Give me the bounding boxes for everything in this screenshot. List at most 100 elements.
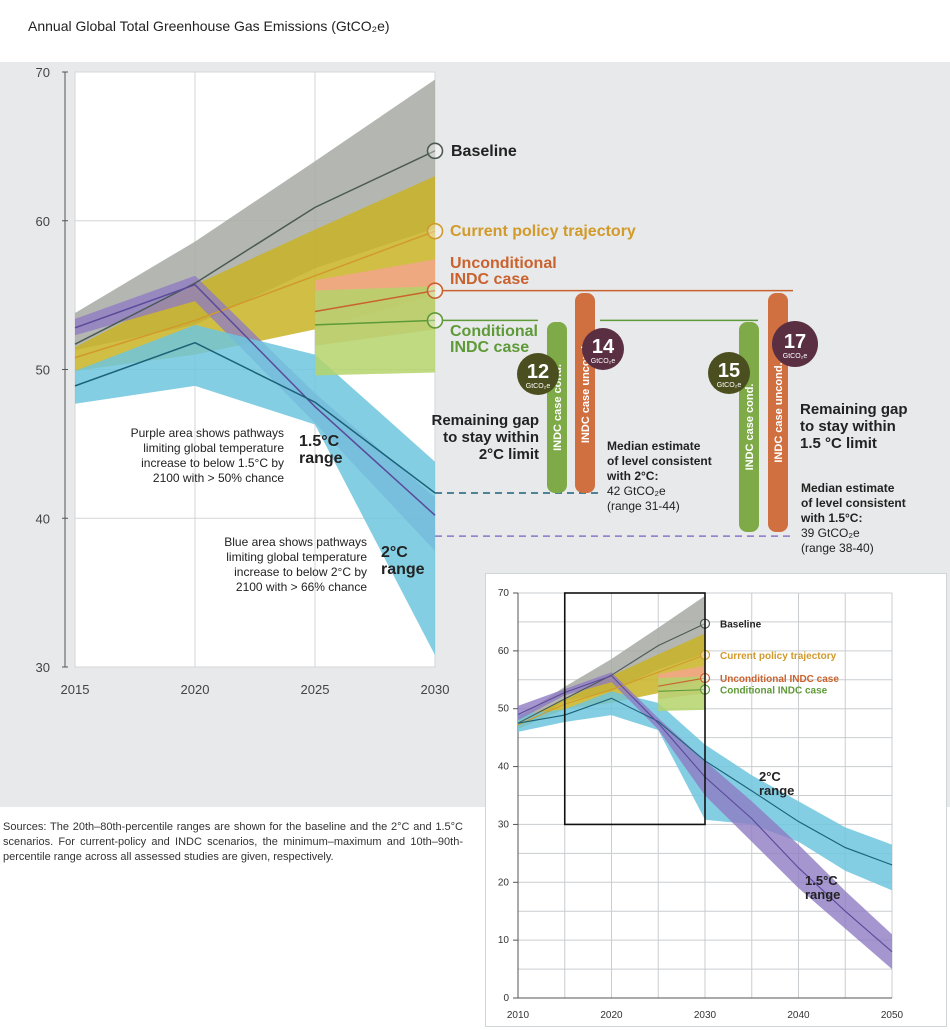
gap-2c-cond-bubble-unit: GtCO₂e [526, 383, 551, 390]
baseline-label: Baseline [451, 143, 517, 160]
inset-y-tick-label-10: 10 [498, 935, 510, 946]
current-policy-label: Current policy trajectory [450, 223, 636, 240]
median-1p5c-text-1: of level consistent [801, 496, 906, 510]
inset-current-policy-label: Current policy trajectory [720, 651, 837, 662]
inset-y-tick-label-20: 20 [498, 877, 510, 888]
inset-x-tick-label-2020: 2020 [600, 1010, 623, 1021]
blue-range-label-1: range [381, 561, 425, 578]
blue-area-note-2: increase to below 2°C by [234, 565, 367, 579]
gap-2c-cond-bubble-value: 12 [527, 361, 549, 383]
gap-1p5c-uncond-bubble [772, 321, 818, 367]
baseline-band [75, 79, 435, 351]
blue-area-note-1: limiting global temperature [226, 550, 367, 564]
median-1p5c-value: 39 GtCO₂e [801, 526, 860, 540]
gap-1p5c-label-0: Remaining gap [800, 401, 908, 418]
inset-current-policy-line [517, 654, 706, 726]
inset-x-tick-label-2010: 2010 [507, 1010, 530, 1021]
gap-1p5c-cond-bar-label: INDC case cond. [744, 384, 756, 471]
purple-area-note-3: 2100 with > 50% chance [153, 471, 284, 485]
purple-range-label-0: 1.5°C [299, 433, 340, 450]
inset-x-tick-label-2030: 2030 [694, 1010, 717, 1021]
gap-2c-label-0: Remaining gap [431, 412, 539, 429]
chart-title: Annual Global Total Greenhouse Gas Emiss… [28, 18, 390, 34]
unconditional-label-0: Unconditional [450, 255, 557, 272]
median-2c-text-1: of level consistent [607, 454, 712, 468]
inset-unconditional-indc-line [658, 677, 706, 687]
conditional-label-0: Conditional [450, 323, 538, 340]
inset-y-tick-label-60: 60 [498, 646, 510, 657]
purple-range-label-1: range [299, 450, 343, 467]
range-2c-band [75, 324, 435, 656]
conditional-indc-line [314, 319, 436, 326]
gap-2c-cond-bubble [517, 353, 559, 395]
current-policy-band [75, 176, 435, 371]
gap-2c-label-2: 2°C limit [479, 446, 539, 463]
gap-1p5c-uncond-bubble-value: 17 [784, 331, 806, 353]
blue-area-note-0: Blue area shows pathways [224, 535, 367, 549]
median-2c-text-0: Median estimate [607, 439, 701, 453]
inset-y-tick-label-70: 70 [498, 588, 510, 599]
inset-chart: 2010 2020 2030 2040 2050010203040506070Basel… [498, 588, 904, 1021]
unconditional-indc-end-marker [426, 282, 444, 299]
inset-y-tick-label-40: 40 [498, 762, 510, 773]
inset-baseline-label: Baseline [720, 620, 762, 631]
conditional-indc-end-marker [426, 312, 444, 329]
y-tick-label-30: 30 [36, 660, 50, 675]
gap-2c-uncond-bubble-value: 14 [592, 336, 615, 358]
current-policy-line [74, 230, 436, 359]
inset-x-tick-label-2040: 2040 [787, 1010, 810, 1021]
gap-1p5c-cond-bubble [708, 352, 750, 394]
x-tick-label-2030: 2030 [421, 682, 450, 697]
gap-2c-uncond-bar-label: INDC case uncond. [580, 343, 592, 443]
baseline-end-marker [426, 142, 444, 160]
inset-x-tick-label-2050: 2050 [881, 1010, 904, 1021]
inset-conditional-indc-line [658, 689, 706, 692]
median-2c-text-2: with 2°C: [606, 469, 658, 483]
inset-2c-label-1: range [759, 783, 794, 798]
x-tick-label-2020: 2020 [181, 682, 210, 697]
unconditional-indc-line [314, 289, 436, 313]
gap-1p5c-uncond-bubble-unit: GtCO₂e [783, 353, 808, 360]
conditional-indc-band [315, 286, 435, 376]
y-tick-label-50: 50 [36, 363, 50, 378]
median-1p5c-range: (range 38-40) [801, 541, 874, 555]
x-tick-label-2025: 2025 [301, 682, 330, 697]
median-2c-range: (range 31-44) [607, 499, 680, 513]
inset-1p5c-label-0: 1.5°C [805, 873, 838, 888]
y-tick-label-40: 40 [36, 511, 50, 526]
gap-1p5c-cond-bubble-value: 15 [718, 360, 740, 382]
gap-2c-uncond-bubble-unit: GtCO₂e [591, 358, 616, 365]
baseline-line [74, 150, 436, 345]
gap-2c-uncond-bubble [582, 328, 624, 370]
range-1p5c-line [74, 283, 436, 516]
blue-area-note-3: 2100 with > 66% chance [236, 580, 367, 594]
y-tick-label-70: 70 [36, 65, 50, 80]
conditional-label-1: INDC case [450, 339, 529, 356]
median-1p5c-text-0: Median estimate [801, 481, 895, 495]
gap-1p5c-uncond-bar-label: INDC case uncond. [773, 362, 785, 462]
median-2c-value: 42 GtCO₂e [607, 484, 666, 498]
inset-unconditional-label: Unconditional INDC case [720, 674, 839, 685]
median-1p5c-text-2: with 1.5°C: [800, 511, 862, 525]
unconditional-label-1: INDC case [450, 271, 529, 288]
inset-y-tick-label-0: 0 [503, 993, 509, 1004]
x-tick-label-2015: 2015 [61, 682, 90, 697]
blue-range-label-0: 2°C [381, 544, 408, 561]
main-chart: 2015 2020 2025 2030 30 40 50 60 70 Baseline Curren… [36, 65, 908, 697]
y-tick-label-60: 60 [36, 214, 50, 229]
inset-conditional-indc-band [658, 676, 705, 712]
purple-area-note-0: Purple area shows pathways [131, 426, 284, 440]
gap-1p5c-cond-bubble-unit: GtCO₂e [717, 382, 742, 389]
sources-note: Sources: The 20th–80th-percentile ranges… [3, 821, 463, 863]
range-2c-line [74, 341, 436, 494]
inset-zoom-box [563, 592, 706, 826]
inset-y-tick-label-30: 30 [498, 819, 510, 830]
inset-1p5c-label-1: range [805, 887, 840, 902]
inset-y-tick-label-50: 50 [498, 704, 510, 715]
inset-2c-label-0: 2°C [759, 769, 781, 784]
current-policy-end-marker [426, 222, 444, 240]
purple-area-note-2: increase to below 1.5°C by [141, 456, 284, 470]
gap-1p5c-label-2: 1.5 °C limit [800, 435, 877, 452]
purple-area-note-1: limiting global temperature [143, 441, 284, 455]
inset-conditional-label: Conditional INDC case [720, 686, 828, 697]
